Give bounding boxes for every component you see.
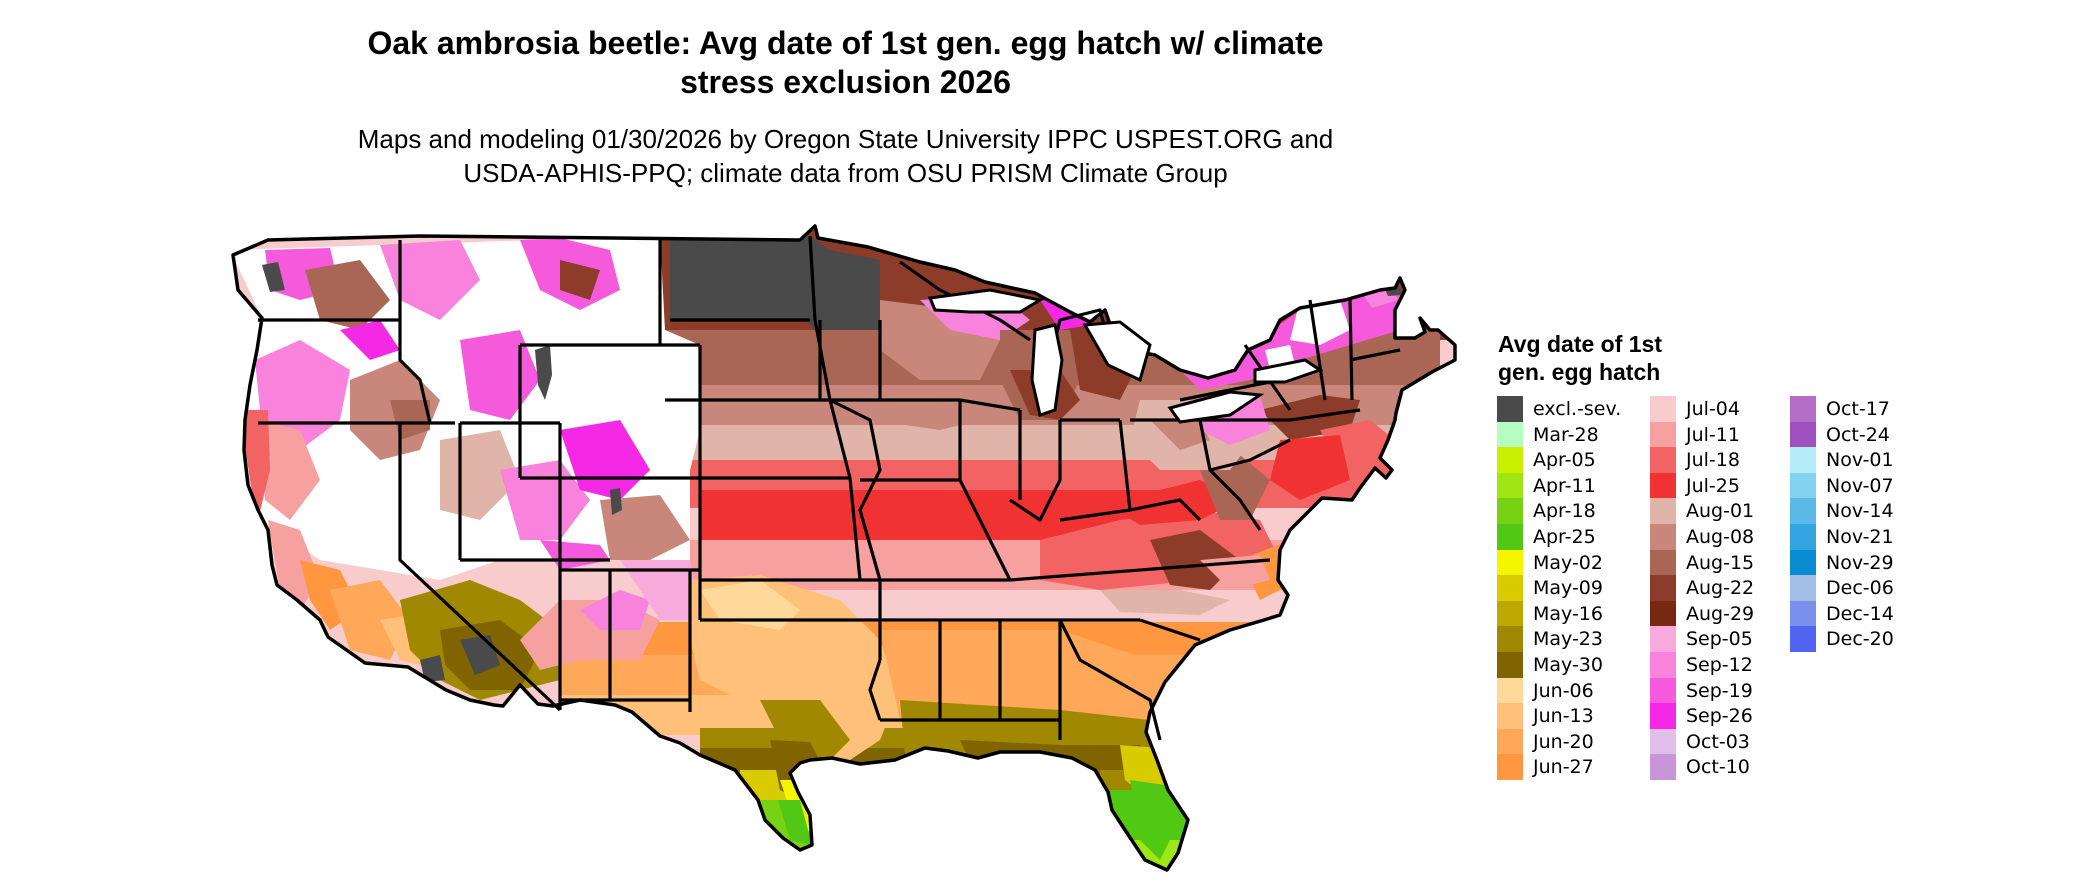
map-subtitle: Maps and modeling 01/30/2026 by Oregon S…: [0, 122, 1691, 190]
legend-swatch: [1650, 651, 1676, 678]
legend-swatch: [1650, 447, 1676, 473]
legend-title-line-2: gen. egg hatch: [1498, 359, 1661, 385]
legend-label: Aug-01: [1686, 500, 1755, 523]
legend-label: Sep-19: [1686, 679, 1753, 702]
legend-label: Jun-13: [1533, 705, 1594, 728]
state-boundaries: [258, 235, 1401, 741]
legend-swatch: [1497, 575, 1523, 601]
map-title-line-2: stress exclusion 2026: [680, 64, 1011, 100]
us-outline: [231, 224, 1457, 872]
legend-label: Sep-12: [1686, 653, 1753, 676]
legend-label: Jun-27: [1533, 756, 1594, 779]
legend-label: Aug-29: [1686, 602, 1755, 625]
legend-swatch: [1790, 472, 1816, 499]
map-title-line-1: Oak ambrosia beetle: Avg date of 1st gen…: [367, 25, 1324, 61]
legend-label: Nov-07: [1826, 474, 1894, 497]
legend-label: Dec-20: [1826, 628, 1894, 651]
legend-label: May-23: [1533, 628, 1603, 651]
legend-label: Oct-10: [1686, 756, 1750, 779]
map-subtitle-line-1: Maps and modeling 01/30/2026 by Oregon S…: [357, 124, 1334, 154]
legend-swatch: [1650, 703, 1676, 729]
map-subtitle-line-2: USDA-APHIS-PPQ; climate data from OSU PR…: [463, 158, 1228, 188]
legend-swatch: [1497, 396, 1523, 422]
legend-swatch: [1790, 549, 1816, 576]
legend-swatch: [1650, 472, 1676, 499]
legend-label: Jul-11: [1686, 423, 1740, 446]
legend-label: Apr-25: [1533, 525, 1596, 548]
legend-label: Sep-26: [1686, 705, 1753, 728]
legend-swatch: [1497, 651, 1523, 678]
legend-swatch: [1650, 523, 1676, 550]
legend-label: Jul-04: [1686, 398, 1740, 420]
legend-swatch: [1497, 498, 1523, 524]
legend-swatch: [1650, 421, 1676, 448]
legend-swatch: [1497, 549, 1523, 576]
legend-label: Nov-29: [1826, 551, 1894, 574]
legend-label: Mar-28: [1533, 423, 1599, 446]
legend-swatch: [1650, 677, 1676, 704]
legend-label: Oct-03: [1686, 730, 1750, 753]
legend-swatch: [1790, 523, 1816, 550]
legend-label: Jun-20: [1533, 730, 1594, 753]
legend-swatch: [1497, 626, 1523, 652]
legend-label: Apr-11: [1533, 474, 1596, 497]
legend-swatch: [1790, 626, 1816, 652]
legend-swatch: [1650, 498, 1676, 524]
legend-label: Aug-22: [1686, 577, 1755, 600]
legend-swatch: [1790, 575, 1816, 601]
legend-label: May-30: [1533, 653, 1603, 676]
legend-swatch: [1650, 626, 1676, 652]
legend-swatch: [1650, 396, 1676, 422]
legend-swatch: [1497, 472, 1523, 499]
legend-swatch: [1497, 523, 1523, 550]
legend-label: Dec-06: [1826, 577, 1894, 600]
legend-swatch: [1497, 677, 1523, 704]
legend-swatch: [1497, 447, 1523, 473]
legend-swatch: [1650, 575, 1676, 601]
legend-label: Jul-18: [1686, 449, 1740, 472]
legend-label: Oct-17: [1826, 398, 1890, 420]
legend-swatch: [1497, 600, 1523, 627]
legend-label: Oct-24: [1826, 423, 1890, 446]
legend-label: Apr-05: [1533, 449, 1596, 472]
legend-swatch: [1650, 754, 1676, 780]
legend-swatch: [1650, 728, 1676, 755]
legend-swatch: [1790, 498, 1816, 524]
legend-label: May-16: [1533, 602, 1603, 625]
legend-label: Sep-05: [1686, 628, 1753, 651]
legend-swatch: [1790, 600, 1816, 627]
legend-label: excl.-sev.: [1533, 398, 1622, 420]
legend-swatch: [1497, 728, 1523, 755]
legend-label: Jul-25: [1686, 474, 1740, 497]
legend-swatch: [1650, 600, 1676, 627]
legend-label: May-02: [1533, 551, 1603, 574]
legend-label: Nov-14: [1826, 500, 1894, 523]
legend-label: May-09: [1533, 577, 1603, 600]
legend-title-line-1: Avg date of 1st: [1498, 331, 1663, 357]
legend-swatch: [1497, 754, 1523, 780]
great-lakes: [927, 288, 1324, 424]
legend-swatch: [1497, 421, 1523, 448]
legend-label: Nov-21: [1826, 525, 1894, 548]
legend-swatch: [1790, 421, 1816, 448]
legend-label: Dec-14: [1826, 602, 1894, 625]
legend-swatch: [1790, 447, 1816, 473]
legend-label: Aug-15: [1686, 551, 1755, 574]
legend-label: Aug-08: [1686, 525, 1755, 548]
legend-label: Nov-01: [1826, 449, 1894, 472]
map-title: Oak ambrosia beetle: Avg date of 1st gen…: [0, 24, 1691, 102]
legend-label: Jun-06: [1533, 679, 1594, 702]
legend-title: Avg date of 1st gen. egg hatch: [1498, 330, 1662, 386]
legend-swatch: [1650, 549, 1676, 576]
legend-label: Apr-18: [1533, 500, 1596, 523]
legend-swatch: [1790, 396, 1816, 422]
legend-swatch: [1497, 703, 1523, 729]
